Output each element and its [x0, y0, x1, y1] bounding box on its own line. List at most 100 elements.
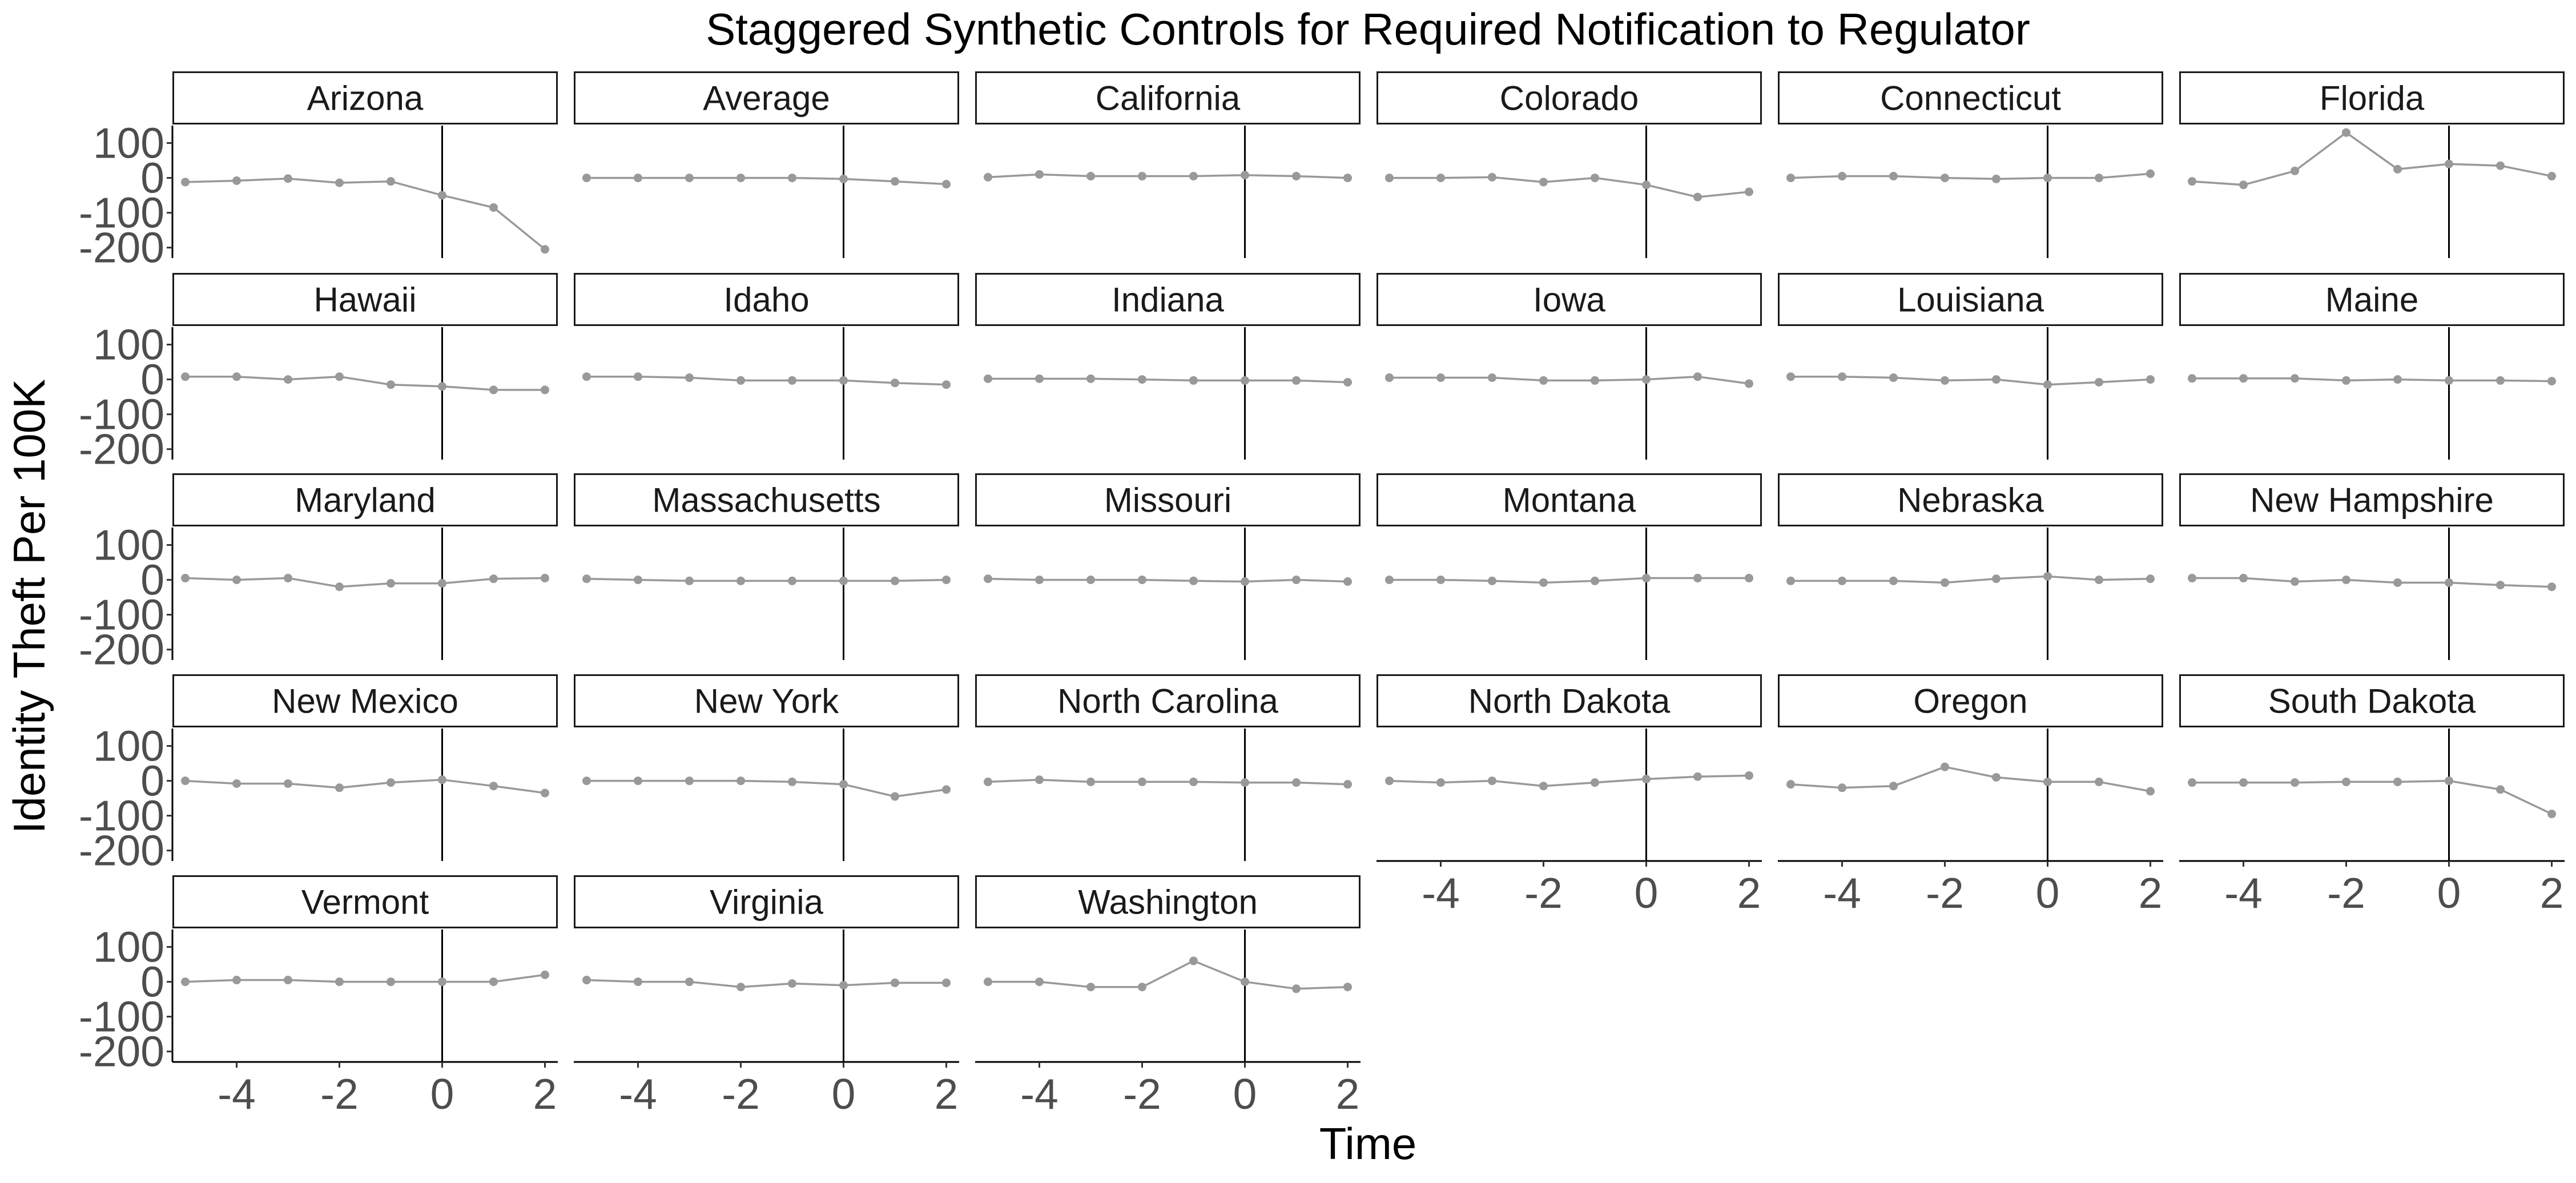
data-point — [2188, 574, 2196, 583]
series-line — [1790, 575, 2151, 584]
strip-label: Maine — [2325, 281, 2418, 319]
series-line — [586, 577, 947, 582]
data-point — [2043, 777, 2052, 786]
strip-box — [574, 473, 959, 526]
data-point — [284, 174, 292, 183]
data-point — [2445, 578, 2453, 587]
strip-box — [172, 71, 558, 124]
data-point — [1138, 983, 1146, 992]
data-point — [1941, 762, 1949, 771]
data-point — [2291, 166, 2299, 175]
data-point — [2095, 777, 2103, 786]
data-point — [2393, 777, 2402, 786]
strip-label: Oregon — [1913, 682, 2027, 721]
data-point — [2188, 778, 2196, 787]
data-point — [582, 776, 591, 786]
facet-panel-massachusetts: Massachusetts — [574, 473, 959, 660]
data-point — [1035, 374, 1044, 383]
data-point — [1693, 372, 1702, 381]
x-tick-label: 2 — [1737, 869, 1761, 917]
data-point — [2239, 180, 2248, 190]
x-tick-label: -4 — [1823, 869, 1861, 917]
data-point — [2393, 375, 2402, 384]
y-tick-label: -200 — [79, 1028, 164, 1076]
series-line — [586, 176, 947, 186]
y-tick-label: -100 — [79, 391, 164, 438]
data-point — [1488, 576, 1496, 585]
x-tick-label: 0 — [832, 1070, 856, 1118]
data-point — [1786, 174, 1795, 183]
data-point — [2393, 578, 2402, 587]
y-tick-label: -100 — [79, 792, 164, 840]
facet-panel-oregon: Oregon -4 -2 0 2 — [1778, 674, 2163, 917]
data-point — [1436, 576, 1445, 585]
strip-label: Colorado — [1500, 79, 1639, 118]
data-point — [1189, 956, 1198, 965]
data-point — [181, 574, 190, 583]
data-point — [489, 203, 498, 212]
data-point — [1035, 576, 1044, 585]
series-line — [586, 979, 947, 988]
facet-panel-south-dakota: South Dakota -4 -2 0 2 — [2179, 674, 2565, 917]
data-point — [2342, 777, 2350, 786]
series-line — [988, 778, 1348, 786]
facet-panel-idaho: Idaho — [574, 273, 959, 460]
series-line — [988, 577, 1348, 583]
data-point — [2095, 576, 2103, 585]
data-point — [387, 579, 395, 588]
data-point — [984, 172, 992, 182]
strip-box — [2179, 473, 2565, 526]
data-point — [2095, 174, 2103, 183]
y-tick-label: -200 — [79, 224, 164, 272]
y-tick-label: 100 — [93, 521, 164, 569]
data-point — [1138, 172, 1146, 181]
data-point — [582, 174, 591, 183]
data-point — [839, 576, 848, 585]
x-tick-label: 2 — [935, 1070, 959, 1118]
data-point — [2043, 380, 2052, 389]
data-point — [387, 177, 395, 186]
strip-box — [1376, 473, 1762, 526]
data-point — [2239, 574, 2248, 583]
data-point — [1786, 372, 1795, 381]
data-point — [788, 174, 796, 183]
data-point — [634, 776, 642, 786]
facet-panel-iowa: Iowa — [1376, 273, 1762, 460]
data-point — [1838, 372, 1846, 381]
strip-label: Florida — [2320, 79, 2425, 118]
x-tick-label: -2 — [320, 1070, 359, 1118]
facet-panel-north-carolina: North Carolina — [975, 674, 1361, 861]
data-point — [891, 792, 899, 801]
x-tick-label: -4 — [1020, 1070, 1058, 1118]
y-tick-label: 0 — [140, 356, 164, 404]
data-point — [181, 178, 190, 187]
x-tick-label: -4 — [218, 1070, 256, 1118]
data-point — [335, 178, 344, 187]
strip-label: Idaho — [723, 281, 809, 319]
strip-label: California — [1096, 79, 1241, 118]
data-point — [634, 576, 642, 585]
data-point — [438, 579, 446, 588]
series-line — [185, 778, 545, 794]
data-point — [1385, 373, 1394, 383]
data-point — [2146, 787, 2155, 796]
x-tick-label: -2 — [2327, 869, 2365, 917]
data-point — [1941, 578, 1949, 587]
data-point — [1745, 771, 1753, 780]
strip-label: Louisiana — [1897, 281, 2044, 319]
data-point — [1436, 174, 1445, 183]
data-point — [1488, 172, 1496, 182]
data-point — [1786, 780, 1795, 789]
data-point — [1992, 772, 2001, 782]
data-point — [1292, 984, 1301, 993]
series-line — [1790, 172, 2151, 180]
y-tick-label: 0 — [140, 154, 164, 202]
data-point — [736, 576, 745, 585]
y-tick-label: -200 — [79, 626, 164, 674]
data-point — [685, 977, 694, 987]
data-point — [1488, 373, 1496, 383]
data-point — [839, 376, 848, 385]
strip-box — [1778, 674, 2163, 727]
